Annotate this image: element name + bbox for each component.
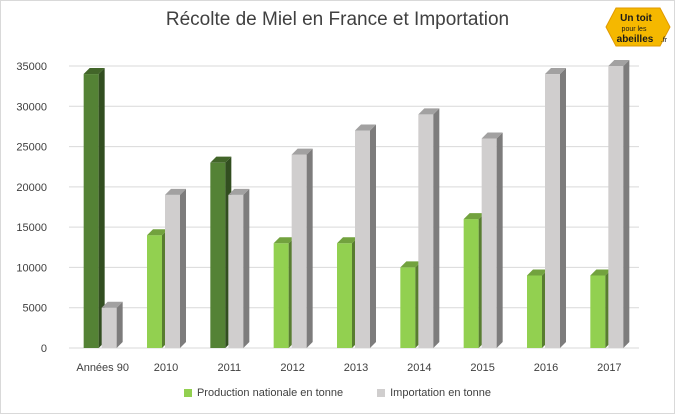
x-tick-label: 2016: [534, 362, 558, 374]
bar-production: [83, 74, 99, 349]
bar-production: [463, 219, 479, 348]
legend-label-production: Production nationale en tonne: [196, 387, 344, 399]
bar-top-production: [590, 269, 612, 276]
y-tick-label: 30000: [16, 101, 47, 113]
bar-top-importation: [165, 188, 186, 195]
chart-plot-area: 0 5000 10000 15000 20000 25000 30000 35000 Année…: [16, 60, 639, 374]
logo-un-toit-pour-les-abeilles: Un toit pour les abeilles .fr: [605, 7, 671, 47]
svg-text:abeilles: abeilles: [617, 34, 654, 45]
bar-importation: [608, 66, 624, 348]
bar-top-production: [147, 229, 168, 236]
bar-importation: [418, 114, 434, 348]
legend-swatch-production: [183, 389, 192, 397]
x-tick-label: 2011: [218, 362, 242, 374]
y-tick-label: 5000: [23, 303, 47, 315]
y-tick-label: 10000: [16, 262, 47, 274]
bar-top-importation: [355, 124, 376, 131]
bar-side-importation: [243, 188, 250, 348]
bar-importation: [355, 130, 370, 348]
bar-side-importation: [180, 188, 186, 348]
legend-item-importation: Importation en tonne: [377, 387, 491, 399]
bar-importation: [165, 194, 180, 348]
bar-top-importation: [101, 301, 123, 308]
y-tick-label: 15000: [16, 222, 47, 234]
bar-side-importation: [306, 148, 313, 348]
bar-production: [337, 243, 352, 348]
x-tick-label: 2014: [407, 362, 431, 374]
bar-side-importation: [433, 108, 440, 348]
y-tick-label: 20000: [16, 182, 47, 194]
bar-production: [147, 235, 162, 348]
bar-top-production: [210, 156, 232, 163]
bar-top-production: [83, 68, 105, 75]
bar-top-importation: [545, 68, 566, 75]
bar-side-importation: [623, 60, 630, 348]
bar-side-importation: [560, 68, 566, 349]
bar-top-production: [527, 269, 548, 276]
bar-top-importation: [418, 108, 440, 115]
bar-top-production: [273, 237, 295, 244]
chart-title: Récolte de Miel en France et Importation: [165, 9, 510, 30]
bar-top-production: [463, 213, 485, 220]
bar-production: [210, 162, 226, 348]
svg-text:pour les: pour les: [622, 26, 647, 33]
y-tick-label: 35000: [16, 61, 47, 73]
chart-legend: Production nationale en tonne Importatio…: [1, 387, 674, 399]
legend-item-production: Production nationale en tonne: [183, 387, 344, 399]
y-tick-label: 25000: [16, 142, 47, 154]
svg-text:.fr: .fr: [661, 37, 668, 44]
bar-production: [273, 243, 289, 348]
bar-side-production: [98, 68, 105, 349]
legend-label-importation: Importation en tonne: [390, 387, 492, 399]
bar-importation: [481, 138, 497, 348]
x-tick-label: 2015: [470, 362, 494, 374]
bar-importation: [545, 74, 560, 349]
x-tick-label: Années 90: [76, 362, 129, 374]
bar-production: [527, 275, 542, 348]
bar-top-importation: [608, 60, 630, 66]
svg-text:Un toit: Un toit: [620, 13, 652, 24]
bar-production: [590, 275, 606, 348]
x-tick-label: 2012: [280, 362, 304, 374]
x-tick-label: 2010: [154, 362, 178, 374]
bar-side-importation: [496, 132, 503, 348]
bar-production: [400, 267, 416, 348]
bar-top-importation: [291, 148, 313, 155]
bar-side-importation: [370, 124, 376, 348]
bar-top-importation: [228, 188, 250, 195]
bar-side-importation: [116, 301, 123, 348]
x-tick-label: 2017: [597, 362, 621, 374]
bar-importation: [101, 307, 117, 348]
bar-top-importation: [481, 132, 503, 139]
bar-top-production: [400, 261, 422, 268]
legend-swatch-importation: [377, 389, 386, 397]
x-tick-label: 2013: [344, 362, 368, 374]
bar-top-production: [337, 237, 358, 244]
bar-importation: [228, 194, 244, 348]
y-tick-label: 0: [41, 343, 47, 355]
bar-importation: [291, 154, 307, 348]
